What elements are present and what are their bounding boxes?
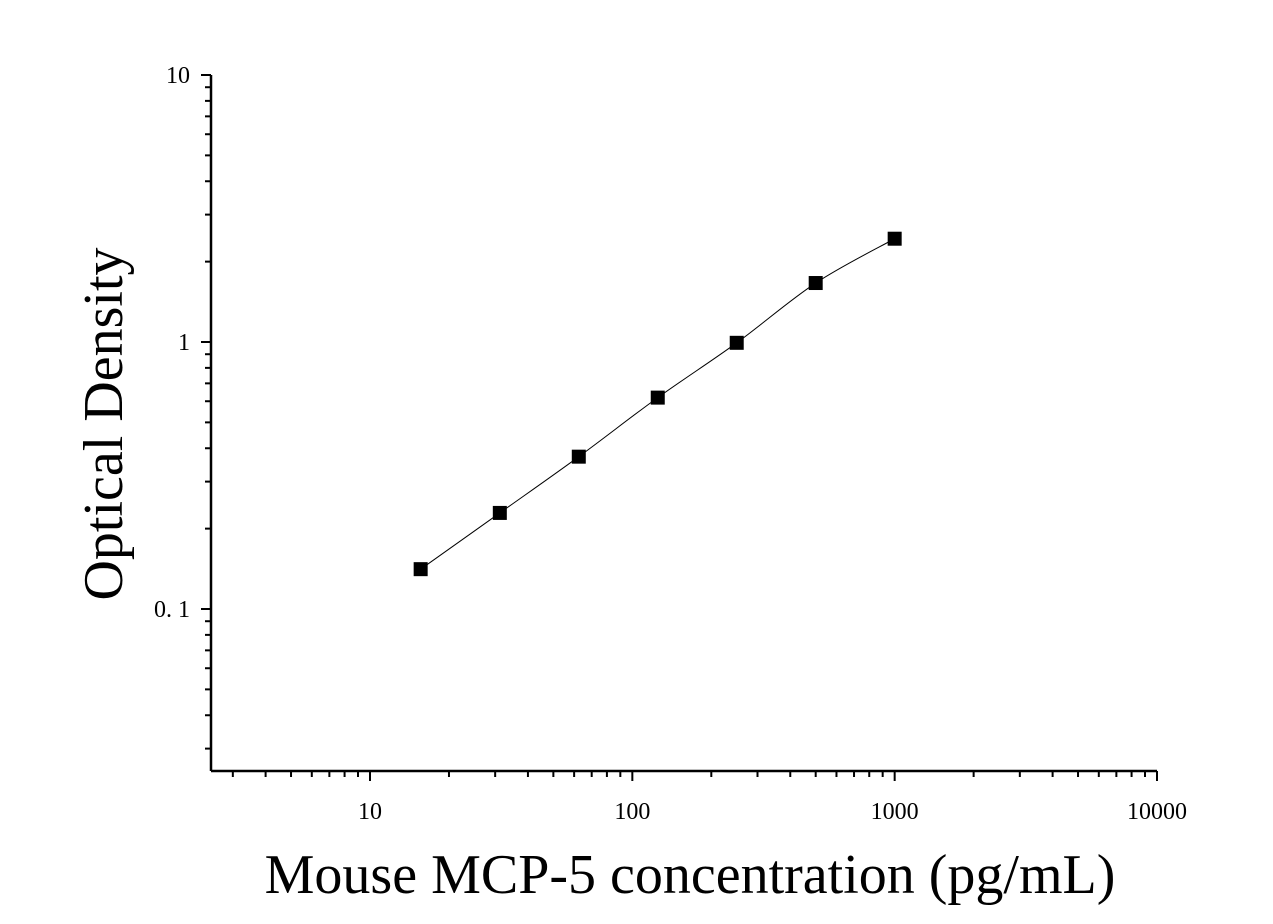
x-axis-ticks: 10 100 1000 10000	[231, 771, 1187, 825]
axes	[209, 75, 1157, 773]
x-axis-title: Mouse MCP-5 concentration (pg/mL)	[265, 844, 1116, 906]
y-axis-ticks: 0. 1 1 10	[154, 63, 211, 750]
data-point-marker	[887, 231, 902, 246]
x-tick-label: 10	[358, 799, 382, 825]
data-point-marker	[413, 562, 428, 577]
y-tick-label: 1	[178, 330, 190, 356]
data-point-marker	[650, 390, 665, 405]
data-point-marker	[492, 505, 507, 520]
x-tick-label: 1000	[871, 799, 919, 825]
data-point-marker	[571, 449, 586, 464]
y-axis-title: Optical Density	[73, 247, 135, 600]
x-tick-label: 100	[614, 799, 650, 825]
y-tick-label: 10	[166, 63, 190, 89]
data-points	[413, 231, 902, 577]
x-tick-label: 10000	[1127, 799, 1187, 825]
y-tick-label: 0. 1	[154, 597, 190, 623]
data-point-marker	[729, 335, 744, 350]
data-point-marker	[808, 276, 823, 291]
